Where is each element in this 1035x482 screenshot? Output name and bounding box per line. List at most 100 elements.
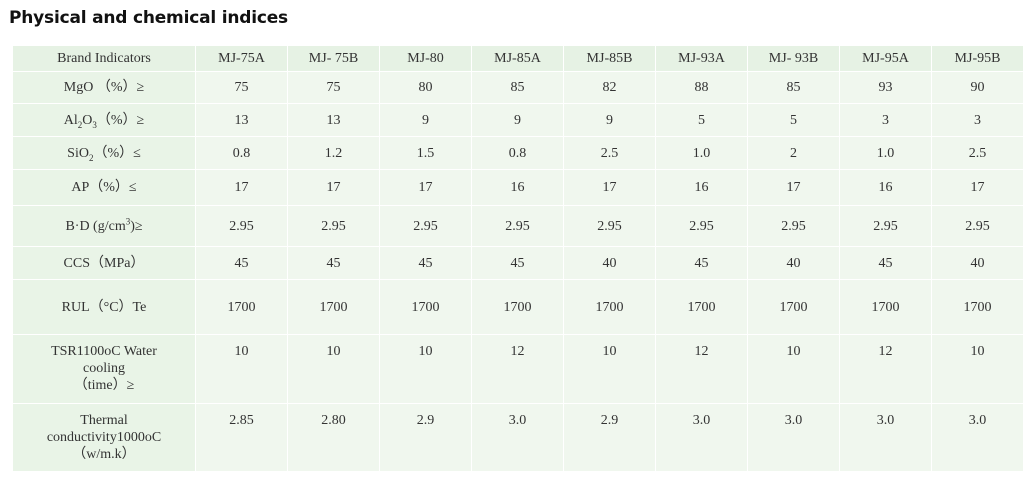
table-row: AP（%）≤ 17 17 17 16 17 16 17 16 17 — [12, 169, 1024, 206]
table-cell: 3 — [931, 103, 1024, 137]
table-cell: 45 — [471, 246, 564, 280]
table-cell: 1700 — [379, 279, 472, 335]
table-cell: 17 — [747, 169, 840, 206]
header-col: MJ-95A — [839, 45, 932, 72]
table-cell: 40 — [563, 246, 656, 280]
table-cell: 3 — [839, 103, 932, 137]
table-cell: 0.8 — [195, 136, 288, 170]
table-cell: 45 — [379, 246, 472, 280]
table-cell: 17 — [563, 169, 656, 206]
table-cell: 2 — [747, 136, 840, 170]
table-cell: 45 — [839, 246, 932, 280]
header-col: MJ-85B — [563, 45, 656, 72]
table-cell: 10 — [563, 334, 656, 404]
table-cell: 2.5 — [931, 136, 1024, 170]
table-cell: 90 — [931, 71, 1024, 104]
table-cell: 16 — [655, 169, 748, 206]
table-cell: 16 — [839, 169, 932, 206]
table-cell: 2.85 — [195, 403, 288, 472]
table-cell: 2.9 — [563, 403, 656, 472]
table-row: TSR1100oC Water cooling （time）≥ 10 10 10… — [12, 334, 1024, 404]
table-row: Al2O3（%）≥ 13 13 9 9 9 5 5 3 3 — [12, 103, 1024, 137]
table-cell: 2.95 — [563, 205, 656, 247]
table-row: MgO （%）≥ 75 75 80 85 82 88 85 93 90 — [12, 71, 1024, 104]
table-cell: 9 — [379, 103, 472, 137]
table-cell: 17 — [379, 169, 472, 206]
table-cell: 17 — [195, 169, 288, 206]
table-cell: 45 — [287, 246, 380, 280]
table-cell: 2.95 — [471, 205, 564, 247]
table-cell: 93 — [839, 71, 932, 104]
table-cell: 40 — [931, 246, 1024, 280]
table-cell: 1700 — [655, 279, 748, 335]
table-cell: 10 — [931, 334, 1024, 404]
table-cell: 2.95 — [655, 205, 748, 247]
table-cell: 1700 — [471, 279, 564, 335]
table-cell: 2.95 — [747, 205, 840, 247]
row-label: Thermal conductivity1000oC （w/m.k） — [12, 403, 196, 472]
table-cell: 0.8 — [471, 136, 564, 170]
row-label: RUL（°C）Te — [12, 279, 196, 335]
table-cell: 12 — [839, 334, 932, 404]
table-cell: 1.0 — [839, 136, 932, 170]
table-cell: 10 — [195, 334, 288, 404]
indices-table-container: Brand Indicators MJ-75A MJ- 75B MJ-80 MJ… — [12, 45, 1024, 472]
table-row: SiO2（%）≤ 0.8 1.2 1.5 0.8 2.5 1.0 2 1.0 2… — [12, 136, 1024, 170]
table-row: Thermal conductivity1000oC （w/m.k） 2.85 … — [12, 403, 1024, 472]
table-cell: 1700 — [195, 279, 288, 335]
row-label: MgO （%）≥ — [12, 71, 196, 104]
table-cell: 1.0 — [655, 136, 748, 170]
table-cell: 1.5 — [379, 136, 472, 170]
table-row: B·D (g/cm3)≥ 2.95 2.95 2.95 2.95 2.95 2.… — [12, 205, 1024, 247]
table-cell: 2.95 — [839, 205, 932, 247]
table-cell: 13 — [287, 103, 380, 137]
table-cell: 3.0 — [747, 403, 840, 472]
table-row: CCS（MPa） 45 45 45 45 40 45 40 45 40 — [12, 246, 1024, 280]
table-cell: 45 — [195, 246, 288, 280]
table-cell: 2.80 — [287, 403, 380, 472]
table-cell: 2.95 — [931, 205, 1024, 247]
table-header-row: Brand Indicators MJ-75A MJ- 75B MJ-80 MJ… — [12, 45, 1024, 72]
table-cell: 3.0 — [471, 403, 564, 472]
table-row: RUL（°C）Te 1700 1700 1700 1700 1700 1700 … — [12, 279, 1024, 335]
header-label-cell: Brand Indicators — [12, 45, 196, 72]
table-cell: 1700 — [287, 279, 380, 335]
header-col: MJ-80 — [379, 45, 472, 72]
table-cell: 45 — [655, 246, 748, 280]
indices-table: Brand Indicators MJ-75A MJ- 75B MJ-80 MJ… — [12, 45, 1024, 472]
table-cell: 3.0 — [655, 403, 748, 472]
table-cell: 2.95 — [379, 205, 472, 247]
header-col: MJ- 93B — [747, 45, 840, 72]
table-cell: 82 — [563, 71, 656, 104]
table-cell: 12 — [471, 334, 564, 404]
table-cell: 17 — [931, 169, 1024, 206]
row-label: SiO2（%）≤ — [12, 136, 196, 170]
table-cell: 80 — [379, 71, 472, 104]
header-col: MJ-75A — [195, 45, 288, 72]
table-cell: 12 — [655, 334, 748, 404]
table-cell: 10 — [379, 334, 472, 404]
table-cell: 88 — [655, 71, 748, 104]
table-cell: 75 — [287, 71, 380, 104]
row-label: CCS（MPa） — [12, 246, 196, 280]
table-cell: 5 — [655, 103, 748, 137]
row-label: AP（%）≤ — [12, 169, 196, 206]
header-col: MJ-93A — [655, 45, 748, 72]
table-cell: 2.9 — [379, 403, 472, 472]
table-cell: 40 — [747, 246, 840, 280]
table-cell: 1.2 — [287, 136, 380, 170]
table-cell: 2.95 — [287, 205, 380, 247]
table-cell: 85 — [471, 71, 564, 104]
table-cell: 10 — [747, 334, 840, 404]
table-cell: 17 — [287, 169, 380, 206]
table-cell: 75 — [195, 71, 288, 104]
table-cell: 9 — [471, 103, 564, 137]
table-cell: 9 — [563, 103, 656, 137]
table-cell: 2.95 — [195, 205, 288, 247]
table-cell: 3.0 — [931, 403, 1024, 472]
row-label: TSR1100oC Water cooling （time）≥ — [12, 334, 196, 404]
header-col: MJ-85A — [471, 45, 564, 72]
table-cell: 5 — [747, 103, 840, 137]
table-cell: 1700 — [563, 279, 656, 335]
table-cell: 1700 — [839, 279, 932, 335]
